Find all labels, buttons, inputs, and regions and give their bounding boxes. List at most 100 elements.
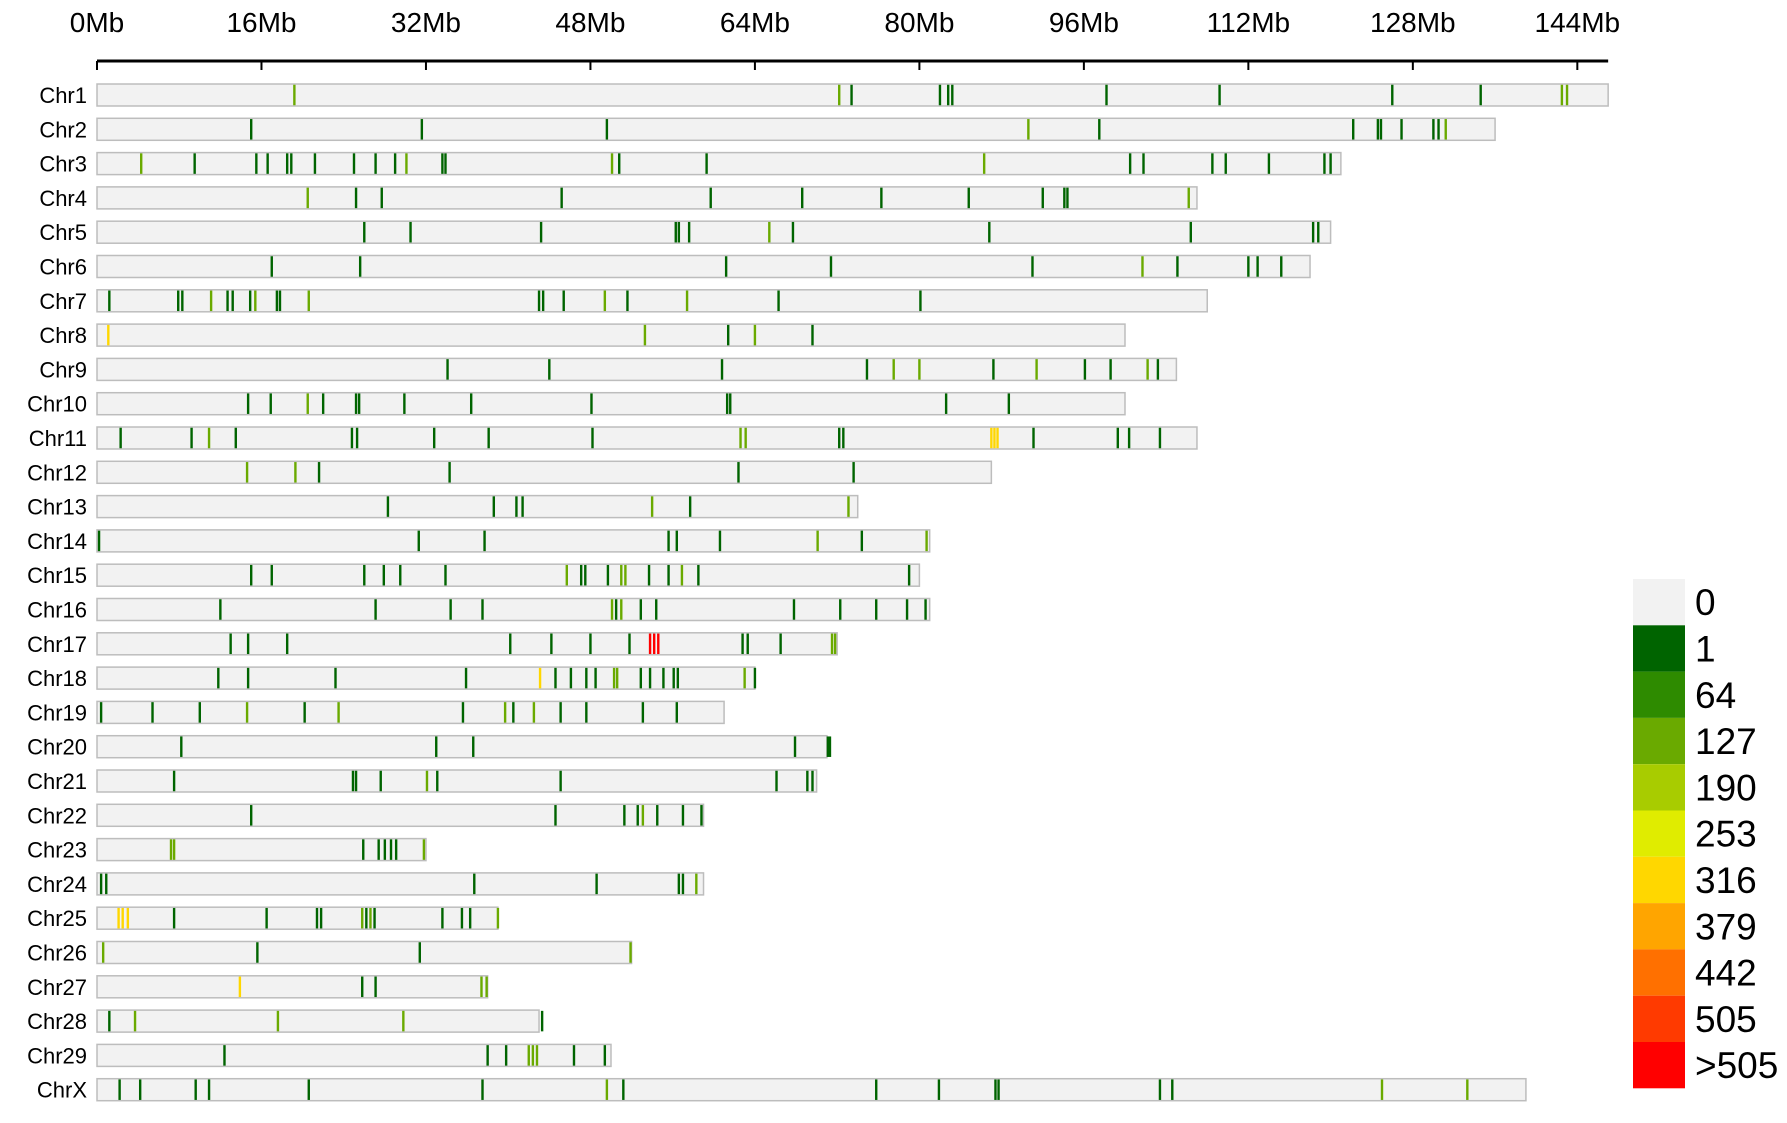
density-mark <box>726 324 730 346</box>
density-mark <box>739 427 742 449</box>
density-mark <box>119 427 122 449</box>
chromosome-bar <box>96 391 1126 416</box>
density-mark <box>207 1079 211 1100</box>
legend-label: 379 <box>1695 906 1757 947</box>
density-mark <box>1444 119 1447 140</box>
density-mark <box>744 427 747 449</box>
chromosome-bar <box>96 803 705 828</box>
density-mark <box>1380 1079 1384 1100</box>
density-mark <box>590 393 593 414</box>
density-mark <box>925 530 928 552</box>
density-mark <box>354 187 358 209</box>
density-mark <box>737 462 740 483</box>
chromosome-bar <box>96 289 1208 313</box>
density-mark <box>193 153 196 174</box>
density-mark <box>461 702 465 723</box>
density-mark <box>469 393 473 414</box>
density-mark <box>643 324 647 346</box>
density-mark <box>270 564 273 586</box>
density-mark <box>374 153 377 174</box>
chromosome-bar <box>96 906 499 930</box>
density-mark <box>569 667 573 689</box>
density-mark <box>1400 119 1403 140</box>
density-mark <box>662 667 665 689</box>
x-axis: 0Mb 16Mb 32Mb 48Mb 64Mb 80Mb 96Mb 112Mb 128Mb 144… <box>70 7 1620 70</box>
density-mark <box>444 153 447 174</box>
density-mark <box>446 359 449 380</box>
density-mark <box>605 119 609 140</box>
chromosome-row: Chr28 <box>27 1009 544 1034</box>
density-mark <box>828 736 832 757</box>
density-mark <box>492 496 496 517</box>
chromosome-bar <box>96 1077 1527 1102</box>
density-mark <box>486 1045 489 1066</box>
density-mark <box>988 221 991 243</box>
density-mark <box>688 496 692 517</box>
density-mark <box>565 564 568 586</box>
density-mark <box>559 702 562 723</box>
chromosome-label: Chr12 <box>27 460 87 485</box>
density-mark <box>361 907 364 929</box>
density-mark <box>685 290 689 312</box>
density-mark <box>217 667 220 689</box>
density-mark <box>219 599 222 620</box>
density-mark <box>354 393 358 414</box>
density-mark <box>269 393 272 414</box>
density-mark <box>554 805 557 826</box>
density-mark <box>548 359 551 380</box>
density-mark <box>315 907 319 929</box>
density-mark <box>363 564 366 586</box>
density-mark <box>1247 256 1250 277</box>
chromosome-row: Chr3 <box>39 152 1342 177</box>
chromosome-bar <box>96 323 1126 347</box>
chromosome-row: Chr11 <box>29 426 1198 451</box>
density-mark <box>294 462 297 483</box>
density-mark <box>97 530 101 552</box>
density-mark <box>639 667 643 689</box>
chromosome-bar <box>96 494 859 519</box>
chromosome-row: Chr24 <box>27 872 705 897</box>
density-mark <box>190 427 193 449</box>
density-mark <box>591 427 594 449</box>
density-mark <box>1127 427 1131 449</box>
density-mark <box>504 1045 508 1066</box>
chromosome-label: Chr4 <box>39 186 87 211</box>
density-mark <box>811 324 814 346</box>
density-mark <box>386 496 390 517</box>
density-mark <box>1352 119 1355 140</box>
chromosome-label: Chr21 <box>27 769 87 794</box>
density-mark <box>172 907 176 929</box>
density-mark <box>276 1010 280 1032</box>
density-mark <box>626 290 629 312</box>
chromosome-bar <box>96 529 931 553</box>
density-mark <box>358 256 362 277</box>
density-mark <box>648 667 652 689</box>
legend-label: 505 <box>1695 999 1757 1040</box>
density-mark <box>1032 427 1035 449</box>
density-mark <box>374 599 377 620</box>
density-mark <box>365 907 368 929</box>
chromosome-label: Chr13 <box>27 495 87 520</box>
chromosome-row: Chr29 <box>27 1043 612 1068</box>
density-mark <box>1083 359 1087 380</box>
density-mark <box>250 564 253 586</box>
density-mark <box>847 496 850 517</box>
density-mark <box>503 702 507 723</box>
density-mark <box>629 942 632 963</box>
chromosome-bar <box>96 975 489 999</box>
chromosome-row: Chr20 <box>27 735 832 760</box>
density-mark <box>285 633 289 655</box>
chromosome-row: Chr16 <box>27 598 931 623</box>
density-mark <box>697 564 700 586</box>
density-mark <box>181 290 184 312</box>
density-mark <box>741 633 744 655</box>
density-mark <box>403 393 406 414</box>
density-mark <box>351 770 355 792</box>
density-mark <box>306 393 309 414</box>
density-mark <box>681 805 685 826</box>
density-mark <box>746 633 749 655</box>
density-mark <box>585 667 588 689</box>
density-mark <box>393 153 397 174</box>
density-mark <box>695 873 698 895</box>
chromosome-label: Chr15 <box>27 563 87 588</box>
